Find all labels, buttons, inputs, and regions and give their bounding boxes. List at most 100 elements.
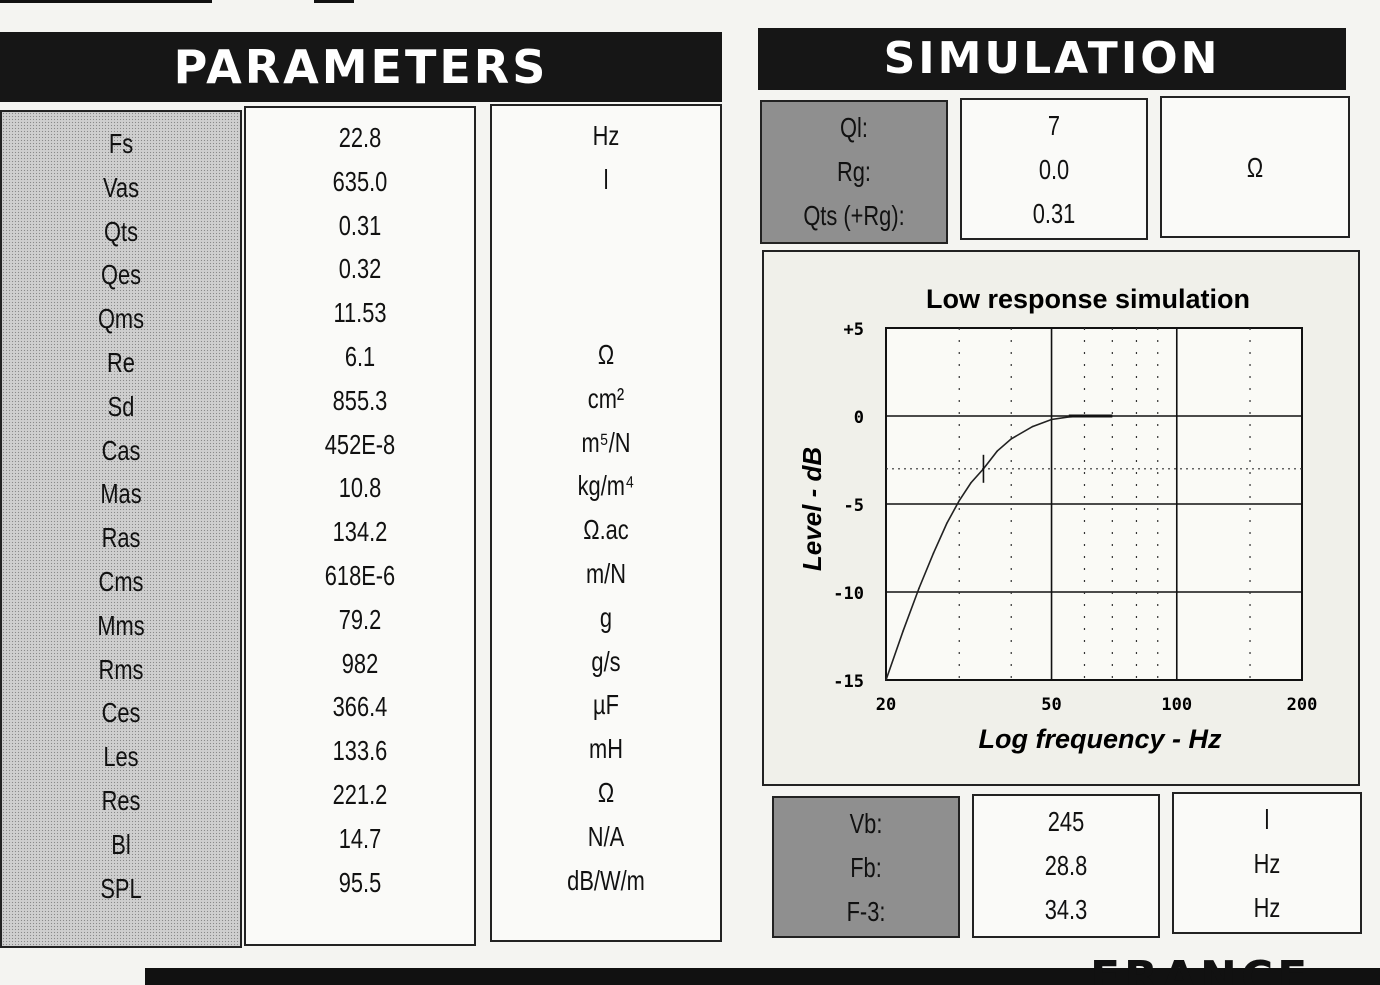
parameter-name: Ces [101, 697, 141, 729]
simulation-label: Ql: [840, 112, 868, 143]
chart-data-point [932, 552, 935, 555]
simulation-unit: Hz [1253, 848, 1281, 879]
chart-data-point [970, 482, 972, 484]
parameter-unit: N/A [587, 820, 625, 852]
chart-y-tick-label: 0 [854, 408, 864, 428]
chart-data-point [918, 587, 920, 590]
simulation-unit [1182, 190, 1327, 234]
simulation-bottom-labels: Vb: Fb: F-3: [772, 796, 960, 938]
parameter-name: Qes [100, 259, 142, 291]
chart-data-point [1010, 438, 1013, 440]
parameter-value: 221.2 [332, 778, 388, 810]
chart-series-group [885, 414, 1114, 681]
parameter-name: SPL [100, 872, 142, 904]
chart-x-tick-label: 200 [1287, 695, 1318, 715]
parameter-name: Fs [108, 128, 134, 159]
parameter-unit: m⁵/N [581, 426, 631, 458]
chart-grid [885, 327, 1303, 681]
parameter-value: 452E-8 [324, 428, 396, 460]
chart-data-point [902, 629, 905, 632]
parameter-unit: g [599, 601, 613, 633]
parameter-name: Les [103, 741, 139, 773]
parameter-unit: m/N [585, 557, 627, 589]
parameter-unit: dB/W/m [567, 864, 645, 896]
parameter-unit: g/s [591, 645, 621, 677]
parameter-unit: kg/m⁴ [577, 470, 635, 502]
chart-x-tick-label: 20 [876, 695, 896, 715]
simulation-label: Rg: [836, 156, 871, 187]
parameter-unit [517, 202, 695, 246]
parameter-value: 855.3 [332, 384, 388, 416]
parameter-name: Bl [111, 828, 131, 860]
parameter-value: 22.8 [338, 122, 382, 153]
simulation-unit [1182, 102, 1327, 146]
parameter-name: Qms [97, 303, 145, 335]
parameter-value: 6.1 [344, 340, 376, 372]
chart-data-point [996, 450, 998, 452]
parameters-header: PARAMETERS [0, 32, 722, 102]
parameter-name: Qts [104, 215, 138, 247]
chart-y-tick-label: -15 [833, 672, 864, 692]
simulation-bottom-values: 245 28.8 34.3 [972, 794, 1160, 938]
parameter-value: 133.6 [332, 735, 388, 767]
simulation-bottom-units: l Hz Hz [1172, 792, 1362, 934]
simulation-top-labels: Ql: Rg: Qts (+Rg): [760, 100, 948, 244]
parameter-unit: Hz [592, 120, 620, 151]
parameter-unit: µF [593, 689, 619, 721]
parameter-name: Vas [102, 171, 140, 203]
chart-data-point [885, 679, 887, 681]
parameter-unit: Ω [597, 776, 615, 808]
chart-svg: Low response simulation Level - dB Log f… [797, 284, 1317, 754]
simulation-value: 0.0 [1038, 154, 1070, 185]
chart-tick-labels: +5 0 -5 -10 -15 20 50 100 200 [833, 320, 1317, 715]
simulation-top-values: 7 0.0 0.31 [960, 98, 1148, 240]
parameter-unit [517, 245, 695, 289]
chart-y-tick-label: -10 [833, 584, 864, 604]
simulation-top-units: Ω [1160, 96, 1350, 238]
chart-x-tick-label: 50 [1041, 695, 1061, 715]
parameter-value: 0.31 [338, 209, 382, 241]
parameter-name: Mas [100, 478, 142, 510]
chart-data-point [958, 499, 961, 502]
parameter-name: Re [107, 346, 135, 378]
parameter-value: 95.5 [338, 866, 382, 898]
parameter-value: 982 [341, 647, 379, 679]
parameter-unit: mH [589, 733, 623, 765]
simulation-header: SIMULATION [758, 28, 1346, 90]
chart-y-axis-label: Level - dB [797, 447, 827, 571]
parameter-value: 0.32 [338, 253, 382, 285]
chart-data-point [945, 522, 948, 525]
simulation-label: Fb: [850, 852, 882, 883]
parameter-value: 134.2 [332, 516, 388, 548]
parameter-name: Ras [101, 522, 141, 554]
simulation-value: 28.8 [1044, 850, 1088, 881]
chart-y-tick-label: +5 [844, 320, 864, 340]
simulation-value: 0.31 [1032, 198, 1076, 229]
low-response-chart: Low response simulation Level - dB Log f… [762, 250, 1360, 786]
parameter-name: Sd [107, 390, 135, 422]
chart-x-tick-label: 100 [1161, 695, 1192, 715]
parameter-value: 635.0 [332, 165, 388, 197]
parameter-value: 79.2 [338, 603, 382, 635]
parameter-unit: Ω [597, 338, 615, 370]
chart-data-point [1050, 418, 1053, 421]
chart-y-tick-label: -5 [844, 496, 864, 516]
parameter-name: Cms [98, 565, 144, 597]
parameter-value: 11.53 [333, 297, 387, 329]
parameter-value: 10.8 [338, 472, 382, 504]
simulation-unit: Hz [1253, 892, 1281, 923]
parameter-name: Mms [97, 609, 145, 641]
footer-text: FRANCE [1090, 952, 1312, 985]
simulation-unit: Ω [1246, 152, 1264, 183]
parameter-name: Rms [98, 653, 144, 685]
simulation-unit: l [1264, 804, 1270, 835]
simulation-value: 34.3 [1044, 894, 1088, 925]
parameter-unit: Ω.ac [583, 514, 629, 546]
simulation-value: 7 [1047, 110, 1061, 141]
parameter-value: 14.7 [338, 822, 382, 854]
parameter-names-column: Fs Vas Qts Qes Qms Re Sd Cas Mas Ras Cms Mms Rms Ces L… [0, 110, 242, 948]
parameter-name: Cas [101, 434, 141, 466]
parameter-values-column: 22.8 635.0 0.31 0.32 11.53 6.1 855.3 452E-8 10.8… [244, 106, 476, 946]
simulation-label: Qts (+Rg): [803, 200, 905, 231]
